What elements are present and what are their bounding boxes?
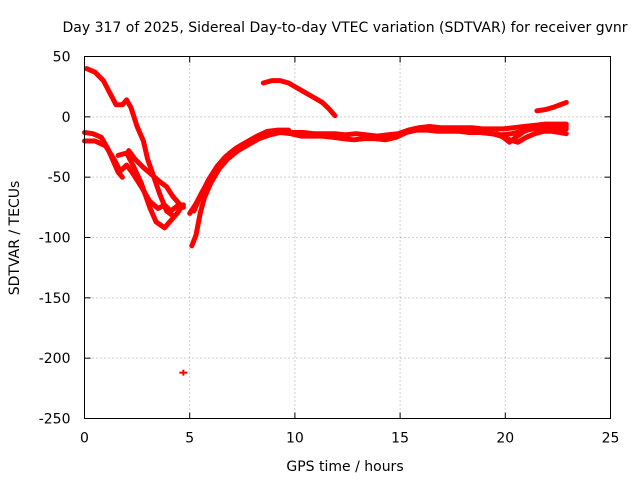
y-axis-label: SDTVAR / TECUs [7,181,23,296]
x-axis-label: GPS time / hours [286,459,403,475]
plot-frame [84,56,611,419]
series-line-track-1 [84,66,176,219]
axes: 0 5 10 15 20 25 50 0 -50 -100 -150 -200 -250 [39,50,620,447]
x-tick-label: 20 [496,431,514,447]
y-tick-label: 50 [53,50,71,66]
series-line-track-12 [534,99,569,114]
y-tick-label: -200 [39,351,71,367]
outlier-point [179,369,188,376]
data-layer [82,66,569,376]
y-tick-label: -250 [39,412,71,428]
series-line-track-11 [481,128,569,145]
y-tick-label: -150 [39,291,71,307]
x-tick-label: 5 [185,431,194,447]
series-line-track-6 [189,125,569,249]
x-tick-label: 10 [286,431,304,447]
y-tick-label: -50 [48,170,71,186]
series-line-track-4 [115,150,184,231]
x-tick-label: 25 [602,431,620,447]
chart-title: Day 317 of 2025, Sidereal Day-to-day VTE… [62,20,627,36]
grid [84,56,611,419]
series-line-track-5 [126,148,186,210]
y-tick-label: 0 [62,110,71,126]
series-line-track-9 [260,78,338,119]
series-line-track-8 [191,127,292,214]
x-tick-label: 0 [80,431,89,447]
y-tick-label: -100 [39,231,71,247]
series-line-track-3 [82,138,186,214]
x-tick-label: 15 [391,431,409,447]
